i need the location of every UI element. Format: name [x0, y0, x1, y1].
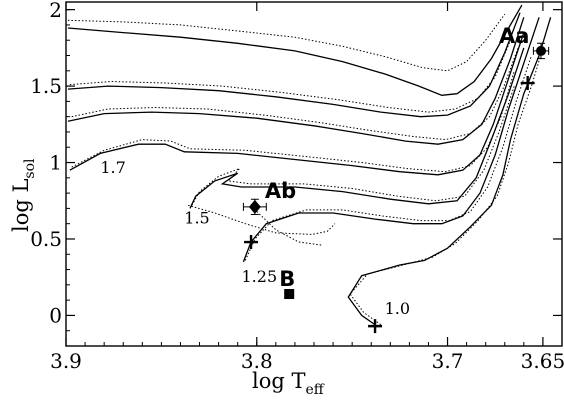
star-label-b: B: [279, 267, 295, 291]
cross-marker-1: [244, 235, 258, 249]
mass-label: 1.5: [184, 209, 209, 228]
y-tick-label: 2: [49, 0, 62, 22]
track-solid-10: [68, 13, 520, 117]
mass-label: 1.0: [385, 299, 410, 318]
y-axis-label: log Lsol: [9, 158, 38, 232]
star-label-ab: Ab: [265, 179, 296, 203]
track-solid-2: [243, 17, 539, 262]
star-ab-marker: [249, 200, 261, 214]
track-dotted-11: [70, 40, 511, 112]
x-tick-label: 3.7: [432, 349, 464, 373]
cross-marker-0: [521, 76, 535, 90]
star-aa-marker: [536, 46, 546, 56]
y-tick-label: 1.5: [30, 74, 62, 98]
x-axis-label: log Teff: [252, 369, 325, 398]
track-solid-6: [70, 33, 524, 175]
track-dotted-7: [72, 71, 515, 172]
evolutionary-tracks: [68, 5, 551, 326]
y-tick-label: 0.5: [30, 227, 62, 251]
x-tick-label: 3.65: [521, 349, 564, 373]
track-solid-12: [68, 5, 522, 95]
track-solid-8: [68, 17, 524, 144]
y-tick-label: 0: [49, 303, 62, 327]
y-tick-label: 1: [49, 151, 62, 175]
mass-label: 1.7: [100, 158, 125, 177]
track-dotted-13: [68, 14, 505, 71]
x-tick-label: 3.9: [50, 349, 82, 373]
track-dotted-1: [350, 48, 543, 325]
track-solid-0: [348, 17, 550, 326]
star-label-aa: Aa: [499, 24, 529, 48]
mass-label: 1.25: [242, 267, 278, 286]
